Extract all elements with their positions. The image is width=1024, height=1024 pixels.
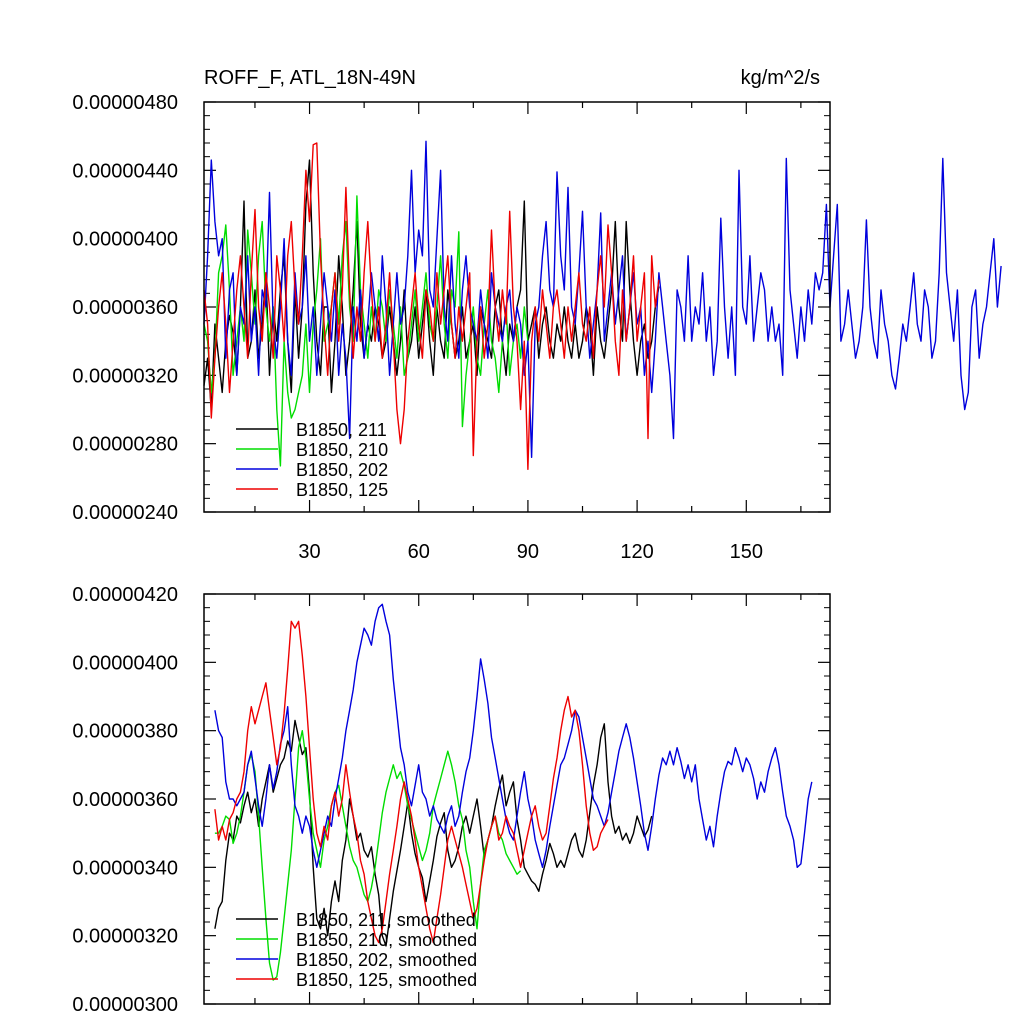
y-tick-label: 0.00000480 <box>72 92 178 114</box>
chart-title: ROFF_F, ATL_18N-49N <box>204 67 416 89</box>
y-ticks: 0.00000300 0.00000320 0.00000340 0.00000360… <box>72 584 830 1016</box>
x-tick-label: 30 <box>298 541 320 563</box>
y-tick-label: 0.00000360 <box>72 789 178 811</box>
y-tick-label: 0.00000440 <box>72 160 178 182</box>
chart-units: kg/m^2/s <box>741 67 820 89</box>
y-tick-label: 0.00000300 <box>72 994 178 1016</box>
chart-bottom: 0.00000300 0.00000320 0.00000340 0.00000360… <box>72 584 831 1016</box>
y-tick-label: 0.00000240 <box>72 502 178 524</box>
series-line <box>203 142 660 470</box>
y-tick-label: 0.00000380 <box>72 721 178 743</box>
y-tick-label: 0.00000320 <box>72 926 178 948</box>
legend-label: B1850, 211, smoothed <box>296 910 476 930</box>
y-tick-label: 0.00000420 <box>72 584 178 606</box>
legend-label: B1850, 202, smoothed <box>296 950 477 970</box>
series-line <box>203 140 1002 458</box>
series-line <box>203 159 660 411</box>
series-line <box>214 603 813 868</box>
series-line <box>214 719 653 947</box>
y-tick-label: 0.00000340 <box>72 857 178 879</box>
legend-label: B1850, 202 <box>296 460 388 480</box>
y-tick-label: 0.00000280 <box>72 434 178 456</box>
plot-frame <box>203 101 831 513</box>
x-ticks <box>254 594 802 1004</box>
chart-top: ROFF_F, ATL_18N-49N kg/m^2/s 0.000002400… <box>72 67 1002 563</box>
y-tick-label: 0.00000400 <box>72 229 178 251</box>
x-tick-label: 90 <box>517 541 539 563</box>
x-tick-label: 120 <box>620 541 653 563</box>
plot-frame <box>203 593 831 1005</box>
x-ticks: 30 60 90 120 150 <box>254 102 802 563</box>
y-tick-label: 0.00000400 <box>72 652 178 674</box>
legend-label: B1850, 210, smoothed <box>296 930 477 950</box>
legend-label: B1850, 125 <box>296 480 388 500</box>
y-tick-label: 0.00000320 <box>72 365 178 387</box>
series-layer <box>203 140 1002 470</box>
legend-label: B1850, 211 <box>296 420 387 440</box>
x-tick-label: 150 <box>730 541 763 563</box>
series-line <box>214 620 609 944</box>
x-tick-label: 60 <box>408 541 430 563</box>
legend-label: B1850, 125, smoothed <box>296 970 477 990</box>
y-tick-label: 0.00000360 <box>72 297 178 319</box>
y-ticks: 0.00000240 0.00000280 0.00000320 0.00000360… <box>72 92 830 524</box>
legend-label: B1850, 210 <box>296 440 388 460</box>
